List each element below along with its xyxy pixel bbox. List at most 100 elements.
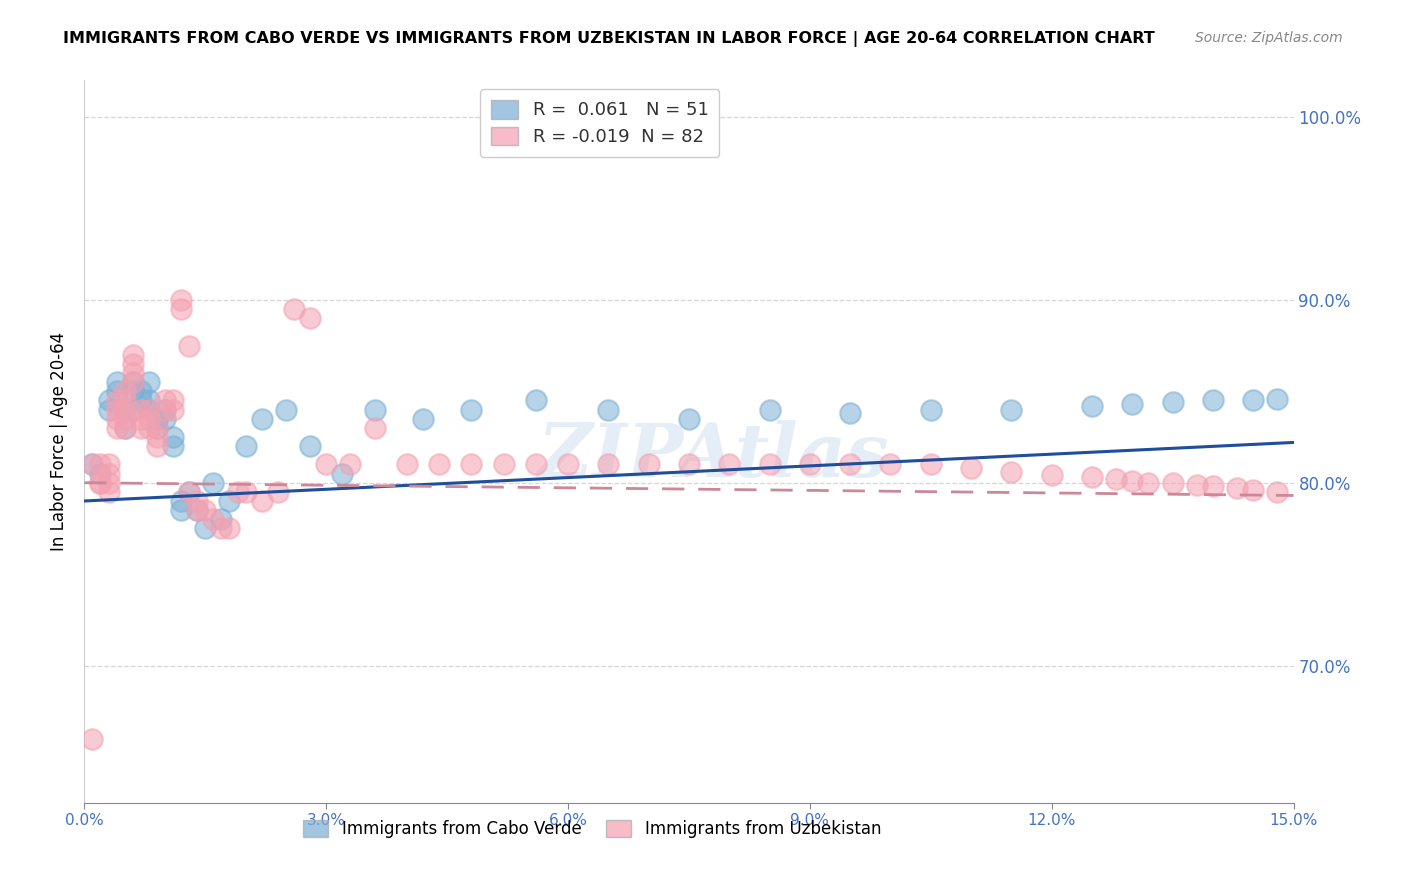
Point: [1226, 481, 1249, 495]
Point: [235, 439, 257, 453]
Point: [179, 484, 201, 499]
Point: [121, 384, 143, 399]
Point: [82, 731, 104, 746]
Point: [678, 411, 700, 425]
Point: [960, 461, 983, 475]
Point: [97, 467, 120, 481]
Point: [146, 421, 169, 435]
Point: [1105, 472, 1128, 486]
Point: [920, 402, 942, 417]
Point: [153, 393, 176, 408]
Point: [283, 301, 305, 316]
Point: [1121, 397, 1143, 411]
Point: [1137, 475, 1160, 490]
Point: [146, 421, 169, 435]
Point: [138, 393, 160, 408]
Point: [1185, 477, 1208, 491]
Point: [162, 430, 184, 444]
Point: [121, 375, 143, 389]
Point: [89, 467, 111, 481]
Text: ZIPAtlas: ZIPAtlas: [537, 420, 889, 492]
Point: [121, 348, 143, 362]
Point: [105, 411, 128, 425]
Point: [146, 439, 169, 453]
Text: Source: ZipAtlas.com: Source: ZipAtlas.com: [1195, 31, 1343, 45]
Point: [97, 475, 120, 490]
Point: [839, 406, 862, 420]
Point: [114, 421, 136, 435]
Point: [105, 421, 128, 435]
Point: [218, 494, 240, 508]
Point: [121, 366, 143, 380]
Point: [105, 402, 128, 417]
Point: [121, 375, 143, 389]
Point: [637, 458, 659, 472]
Point: [250, 494, 273, 508]
Point: [97, 402, 120, 417]
Point: [598, 402, 620, 417]
Point: [114, 393, 136, 408]
Point: [146, 411, 169, 425]
Point: [1081, 470, 1104, 484]
Point: [162, 393, 184, 408]
Point: [162, 439, 184, 453]
Point: [718, 458, 741, 472]
Point: [105, 384, 128, 399]
Point: [89, 475, 111, 490]
Point: [412, 411, 434, 425]
Point: [105, 375, 128, 389]
Point: [1081, 399, 1104, 413]
Point: [1267, 392, 1289, 406]
Point: [162, 402, 184, 417]
Point: [186, 494, 208, 508]
Point: [799, 458, 821, 472]
Point: [557, 458, 579, 472]
Point: [678, 458, 700, 472]
Point: [138, 402, 160, 417]
Point: [170, 301, 193, 316]
Point: [1241, 483, 1264, 497]
Point: [179, 338, 201, 352]
Point: [218, 521, 240, 535]
Point: [315, 458, 337, 472]
Point: [114, 384, 136, 399]
Point: [138, 411, 160, 425]
Point: [105, 393, 128, 408]
Point: [460, 402, 482, 417]
Y-axis label: In Labor Force | Age 20-64: In Labor Force | Age 20-64: [51, 332, 69, 551]
Point: [114, 402, 136, 417]
Point: [179, 484, 201, 499]
Point: [89, 458, 111, 472]
Point: [1000, 465, 1022, 479]
Point: [89, 475, 111, 490]
Point: [267, 484, 290, 499]
Point: [339, 458, 361, 472]
Point: [920, 458, 942, 472]
Point: [146, 430, 169, 444]
Point: [1161, 395, 1184, 409]
Point: [129, 421, 152, 435]
Point: [202, 512, 225, 526]
Point: [97, 484, 120, 499]
Point: [114, 402, 136, 417]
Text: IMMIGRANTS FROM CABO VERDE VS IMMIGRANTS FROM UZBEKISTAN IN LABOR FORCE | AGE 20: IMMIGRANTS FROM CABO VERDE VS IMMIGRANTS…: [63, 31, 1154, 47]
Point: [363, 421, 385, 435]
Point: [153, 402, 176, 417]
Point: [114, 411, 136, 425]
Point: [250, 411, 273, 425]
Point: [129, 402, 152, 417]
Point: [138, 375, 160, 389]
Point: [153, 411, 176, 425]
Point: [235, 484, 257, 499]
Point: [758, 458, 780, 472]
Point: [82, 458, 104, 472]
Point: [363, 402, 385, 417]
Point: [186, 503, 208, 517]
Point: [299, 311, 322, 326]
Point: [460, 458, 482, 472]
Point: [138, 421, 160, 435]
Point: [299, 439, 322, 453]
Point: [138, 402, 160, 417]
Point: [82, 458, 104, 472]
Legend: Immigrants from Cabo Verde, Immigrants from Uzbekistan: Immigrants from Cabo Verde, Immigrants f…: [297, 814, 887, 845]
